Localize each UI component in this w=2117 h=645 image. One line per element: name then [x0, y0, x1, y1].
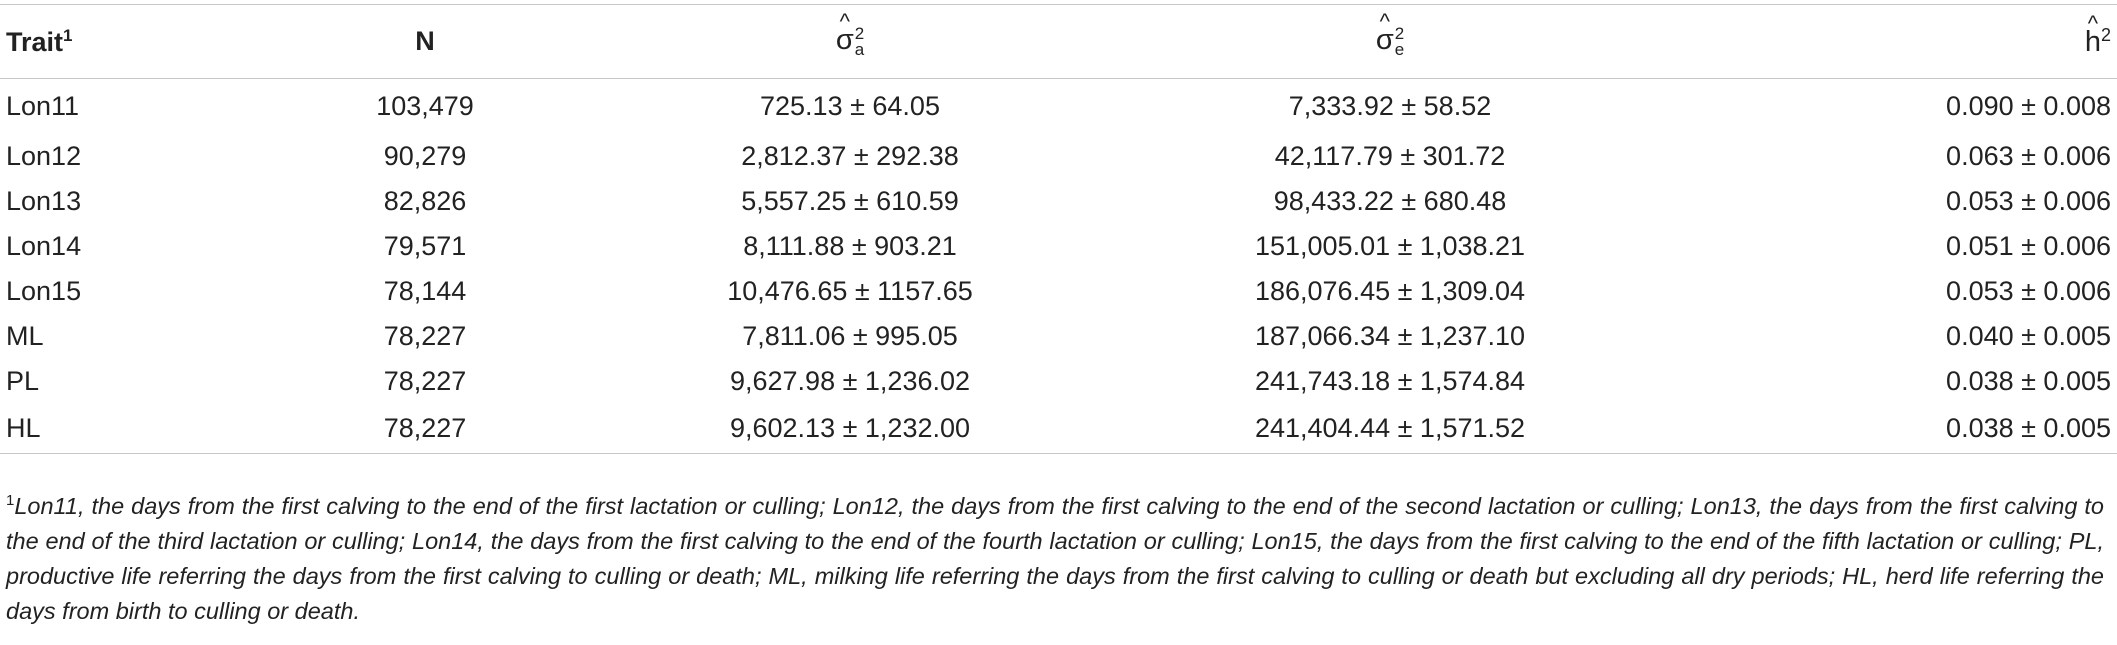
cell-residual-variance: 98,433.22 ± 680.48 [1273, 185, 1507, 216]
header-additive-variance: ^ σ 2 a [600, 5, 1100, 79]
header-heritability: ^ h2 [1680, 5, 2117, 79]
cell-trait: HL [6, 412, 41, 443]
cell-trait: PL [6, 365, 40, 396]
cell-additive-variance: 9,627.98 ± 1,236.02 [729, 365, 971, 396]
cell-heritability: 0.038 ± 0.005 [1946, 412, 2111, 443]
sigma-a-symbol: ^ σ [835, 10, 854, 56]
cell-additive-variance: 8,111.88 ± 903.21 [743, 230, 957, 261]
header-n: N [415, 26, 435, 56]
cell-additive-variance: 5,557.25 ± 610.59 [741, 185, 959, 216]
cell-residual-variance: 187,066.34 ± 1,237.10 [1254, 320, 1526, 351]
cell-n: 79,571 [383, 230, 467, 261]
cell-n: 78,227 [383, 365, 467, 396]
cell-trait: Lon13 [6, 185, 82, 216]
cell-heritability: 0.053 ± 0.006 [1946, 185, 2111, 216]
cell-heritability: 0.090 ± 0.008 [1946, 90, 2111, 121]
cell-n: 78,144 [383, 275, 467, 306]
table-row: HL 78,227 9,602.13 ± 1,232.00 241,404.44 ± … [0, 404, 2117, 454]
variance-components-table: Trait1 N ^ σ 2 a ^ σ 2 e ^ h2 Lon11 103,479 725.1… [0, 4, 2117, 454]
sigma-e-base: σ [1375, 23, 1394, 56]
cell-heritability: 0.040 ± 0.005 [1946, 320, 2111, 351]
table-body: Lon11 103,479 725.13 ± 64.05 7,333.92 ± 58.… [0, 79, 2117, 454]
h2-symbol: ^ h [2084, 13, 2101, 58]
cell-residual-variance: 186,076.45 ± 1,309.04 [1254, 275, 1526, 306]
cell-trait: Lon15 [6, 275, 82, 306]
cell-heritability: 0.051 ± 0.006 [1946, 230, 2111, 261]
table-row: Lon14 79,571 8,111.88 ± 903.21 151,005.01 ±… [0, 224, 2117, 269]
sigma-a-sup: 2 [854, 23, 865, 43]
table-row: Lon12 90,279 2,812.37 ± 292.38 42,117.79 ± … [0, 134, 2117, 179]
sigma-a-sub: a [854, 39, 865, 59]
cell-additive-variance: 10,476.65 ± 1157.65 [727, 275, 973, 306]
header-trait-footnote-marker: 1 [63, 25, 73, 45]
header-row: Trait1 N ^ σ 2 a ^ σ 2 e ^ h2 [0, 4, 2117, 79]
footnote-text: Lon11, the days from the first calving t… [6, 493, 2104, 624]
h2-sup: 2 [2100, 25, 2111, 45]
cell-n: 90,279 [383, 140, 467, 171]
table-row: Lon11 103,479 725.13 ± 64.05 7,333.92 ± 58.… [0, 79, 2117, 134]
header-residual-variance: ^ σ 2 e [1100, 5, 1680, 79]
cell-trait: ML [6, 320, 44, 351]
cell-n: 82,826 [383, 185, 467, 216]
cell-heritability: 0.053 ± 0.006 [1946, 275, 2111, 306]
cell-trait: Lon14 [6, 230, 82, 261]
cell-n: 103,479 [376, 90, 474, 121]
cell-additive-variance: 725.13 ± 64.05 [760, 90, 940, 121]
cell-residual-variance: 7,333.92 ± 58.52 [1288, 90, 1492, 121]
table-row: ML 78,227 7,811.06 ± 995.05 187,066.34 ± 1,… [0, 314, 2117, 359]
table-row: PL 78,227 9,627.98 ± 1,236.02 241,743.18 ± … [0, 359, 2117, 404]
cell-additive-variance: 2,812.37 ± 292.38 [741, 140, 959, 171]
cell-heritability: 0.038 ± 0.005 [1946, 365, 2111, 396]
sigma-e-hat: ^ [1379, 8, 1390, 34]
cell-n: 78,227 [383, 320, 467, 351]
header-trait-label: Trait [6, 26, 64, 57]
cell-heritability: 0.063 ± 0.006 [1946, 140, 2111, 171]
sigma-e-sup: 2 [1394, 23, 1405, 43]
table-row: Lon13 82,826 5,557.25 ± 610.59 98,433.22 ± … [0, 179, 2117, 224]
table-row: Lon15 78,144 10,476.65 ± 1157.65 186,076.45… [0, 269, 2117, 314]
table-footnote: 1Lon11, the days from the first calving … [6, 483, 2104, 629]
sigma-a-base: σ [835, 23, 854, 56]
sigma-e-symbol: ^ σ [1375, 10, 1394, 56]
header-trait: Trait1 [0, 5, 250, 79]
cell-residual-variance: 241,404.44 ± 1,571.52 [1254, 412, 1526, 443]
cell-additive-variance: 9,602.13 ± 1,232.00 [729, 412, 971, 443]
sigma-e-sub: e [1394, 39, 1405, 59]
cell-n: 78,227 [383, 412, 467, 443]
sigma-a-hat: ^ [839, 8, 850, 34]
cell-residual-variance: 151,005.01 ± 1,038.21 [1254, 230, 1526, 261]
h2-base: h [2084, 26, 2101, 58]
cell-residual-variance: 42,117.79 ± 301.72 [1274, 140, 1506, 171]
cell-additive-variance: 7,811.06 ± 995.05 [742, 320, 958, 351]
cell-trait: Lon11 [6, 90, 80, 121]
h2-hat: ^ [2087, 11, 2099, 36]
cell-residual-variance: 241,743.18 ± 1,574.84 [1254, 365, 1526, 396]
footnote-marker: 1 [6, 492, 15, 509]
cell-trait: Lon12 [6, 140, 82, 171]
